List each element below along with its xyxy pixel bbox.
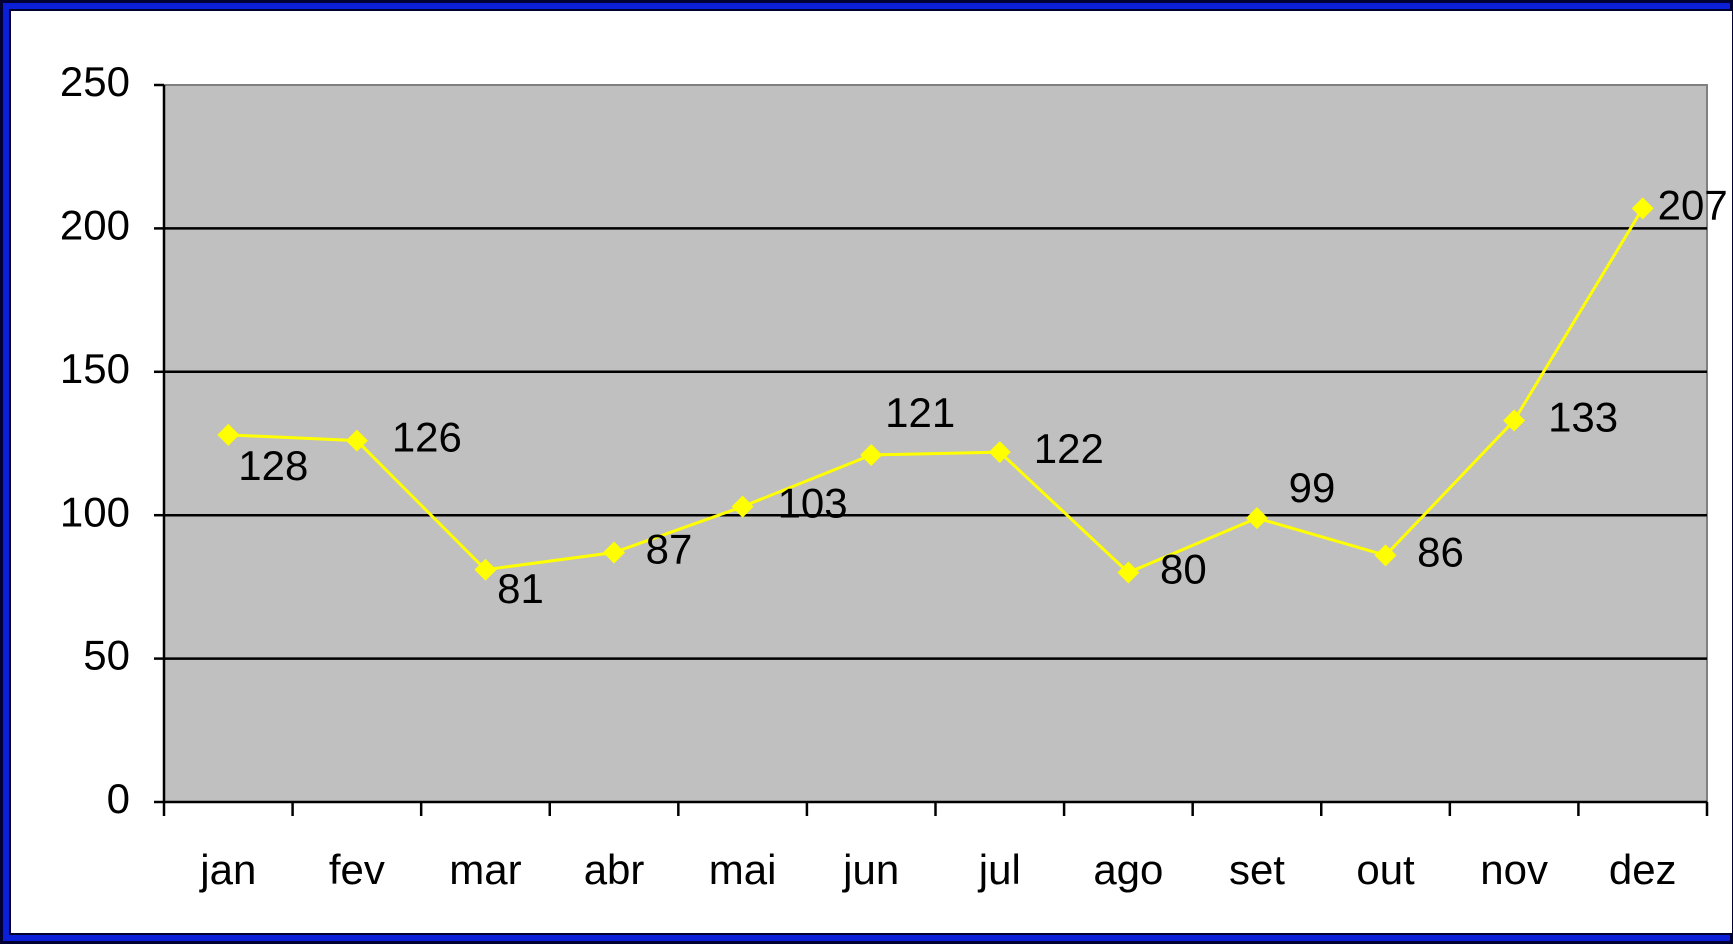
y-tick-label: 200: [60, 201, 130, 248]
y-tick-label: 150: [60, 345, 130, 392]
x-tick-label: set: [1229, 846, 1285, 893]
point-marker: [474, 558, 497, 581]
point-marker: [603, 541, 626, 564]
point-marker: [988, 441, 1011, 464]
x-tick-label: fev: [329, 846, 385, 893]
y-tick-label: 0: [107, 775, 130, 822]
data-label: 121: [885, 389, 955, 436]
x-tick-label: nov: [1480, 846, 1548, 893]
x-tick-label: jan: [198, 846, 256, 893]
data-label: 87: [646, 526, 693, 573]
data-label: 103: [778, 480, 848, 527]
x-tick-label: mar: [449, 846, 521, 893]
point-marker: [1503, 409, 1526, 432]
x-tick-label: jun: [841, 846, 899, 893]
point-marker: [217, 423, 240, 446]
data-label: 207: [1658, 181, 1728, 228]
x-tick-label: out: [1356, 846, 1415, 893]
point-marker: [1631, 197, 1654, 220]
data-label: 81: [497, 565, 544, 612]
y-tick-label: 100: [60, 488, 130, 535]
point-marker: [731, 495, 754, 518]
data-label: 133: [1548, 394, 1618, 441]
x-tick-label: ago: [1093, 846, 1163, 893]
x-tick-label: jul: [977, 846, 1021, 893]
x-tick-label: dez: [1609, 846, 1677, 893]
point-marker: [1374, 544, 1397, 567]
data-label: 99: [1289, 464, 1336, 511]
data-label: 126: [392, 414, 462, 461]
data-label: 80: [1160, 546, 1207, 593]
series-line: [228, 207, 1644, 575]
point-marker: [1117, 561, 1140, 584]
x-tick-label: mai: [709, 846, 777, 893]
y-tick-label: 50: [83, 632, 130, 679]
y-tick-label: 250: [60, 58, 130, 105]
x-tick-label: abr: [584, 846, 645, 893]
point-marker: [345, 429, 368, 452]
point-marker: [860, 443, 883, 466]
data-label: 86: [1417, 528, 1464, 575]
data-label: 128: [238, 442, 308, 489]
data-label: 122: [1034, 425, 1104, 472]
point-marker: [1245, 507, 1268, 530]
